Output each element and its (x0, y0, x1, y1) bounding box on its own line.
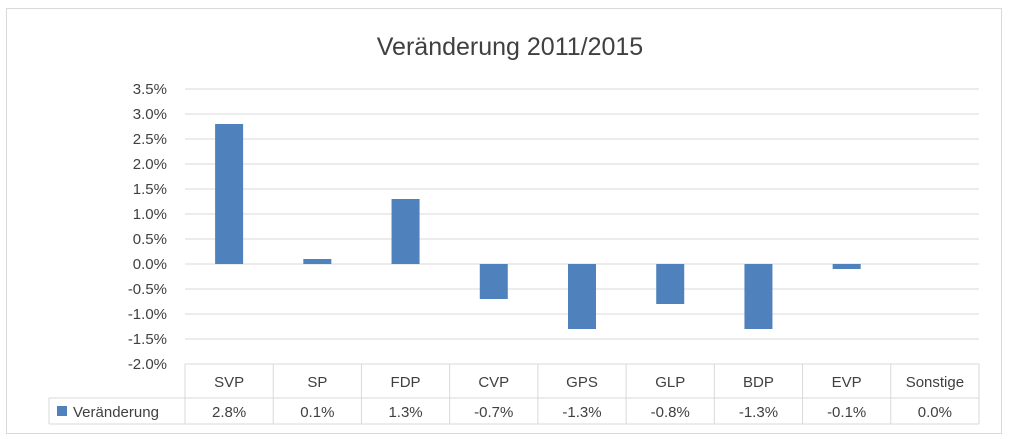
y-tick-label: 2.5% (133, 131, 167, 148)
category-label: BDP (743, 374, 774, 391)
chart-area: Veränderung 2011/2015 3.5% 3.0% 2.5% 2.0% 1.… (6, 8, 1002, 434)
y-tick-label: 2.0% (133, 156, 167, 173)
y-tick-label: -1.5% (128, 331, 167, 348)
y-tick-label: 3.5% (133, 81, 167, 98)
bar-evp (832, 264, 861, 269)
category-label: CVP (478, 374, 509, 391)
y-tick-label: -0.5% (128, 281, 167, 298)
category-label: SVP (214, 374, 244, 391)
y-tick-label: 1.5% (133, 181, 167, 198)
y-tick-label: -2.0% (128, 356, 167, 373)
data-label: -1.3% (739, 404, 778, 421)
bar-fdp (391, 199, 420, 264)
y-tick-label: 3.0% (133, 106, 167, 123)
chart-title: Veränderung 2011/2015 (377, 33, 643, 61)
category-label: GLP (655, 374, 685, 391)
bar-glp (656, 264, 685, 304)
bar-sp (303, 259, 332, 264)
data-label: 2.8% (212, 404, 246, 421)
data-label: -0.1% (827, 404, 866, 421)
data-label: -1.3% (562, 404, 601, 421)
y-tick-label: 0.5% (133, 231, 167, 248)
y-tick-label: -1.0% (128, 306, 167, 323)
category-label: Sonstige (906, 374, 964, 391)
bar-chart: Veränderung 2011/2015 3.5% 3.0% 2.5% 2.0% 1.… (48, 33, 980, 425)
category-label: FDP (391, 374, 421, 391)
legend-label: Veränderung (73, 404, 159, 421)
data-label: -0.7% (474, 404, 513, 421)
y-tick-label: 0.0% (133, 256, 167, 273)
bar-gps (568, 264, 596, 329)
category-label: SP (307, 374, 327, 391)
data-label: 0.0% (918, 404, 952, 421)
bar-cvp (479, 264, 508, 299)
data-label: 1.3% (388, 404, 422, 421)
category-label: EVP (832, 374, 862, 391)
bar-bdp (744, 264, 773, 329)
y-tick-label: 1.0% (133, 206, 167, 223)
legend-swatch (57, 406, 67, 416)
data-label: 0.1% (300, 404, 334, 421)
bar-svp (215, 124, 244, 264)
data-label: -0.8% (651, 404, 690, 421)
category-label: GPS (566, 374, 598, 391)
